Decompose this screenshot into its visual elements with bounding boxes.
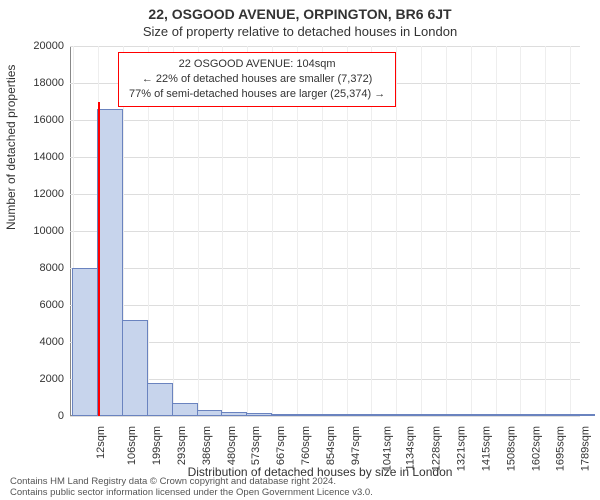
x-tick-label: 293sqm	[176, 426, 188, 465]
histogram-bar	[495, 414, 521, 416]
x-tick-label: 1228sqm	[430, 426, 442, 471]
footer-line-2: Contains public sector information licen…	[10, 488, 373, 498]
gridline-v	[396, 46, 397, 416]
x-tick-label: 386sqm	[201, 426, 213, 465]
y-tick-label: 16000	[16, 114, 64, 126]
y-tick-label: 4000	[16, 336, 64, 348]
histogram-bar	[122, 320, 148, 416]
x-tick-label: 1041sqm	[381, 426, 393, 471]
gridline-h	[70, 305, 580, 306]
x-tick-label: 1508sqm	[505, 426, 517, 471]
y-tick-label: 14000	[16, 151, 64, 163]
histogram-bar	[296, 414, 322, 416]
x-tick-label: 573sqm	[250, 426, 262, 465]
y-tick-label: 6000	[16, 299, 64, 311]
gridline-h	[70, 231, 580, 232]
gridline-h	[70, 120, 580, 121]
gridline-v	[570, 46, 571, 416]
property-marker-line	[98, 102, 100, 416]
histogram-bar	[445, 414, 471, 416]
callout-line: ← 22% of detached houses are smaller (7,…	[129, 72, 385, 87]
histogram-bar	[72, 268, 98, 416]
x-tick-label: 1789sqm	[579, 426, 591, 471]
y-tick-label: 20000	[16, 40, 64, 52]
histogram-bar	[246, 413, 272, 416]
histogram-bar	[221, 412, 247, 416]
page-title: 22, OSGOOD AVENUE, ORPINGTON, BR6 6JT	[0, 6, 600, 22]
histogram-bar	[197, 410, 223, 416]
histogram-bar	[544, 414, 570, 416]
x-tick-label: 667sqm	[275, 426, 287, 465]
x-tick-label: 1415sqm	[480, 426, 492, 471]
y-tick-label: 0	[16, 410, 64, 422]
histogram-bar	[172, 403, 198, 416]
gridline-h	[70, 157, 580, 158]
x-tick-label: 106sqm	[126, 426, 138, 465]
histogram-bar	[395, 414, 421, 416]
gridline-v	[446, 46, 447, 416]
x-tick-label: 480sqm	[226, 426, 238, 465]
gridline-v	[471, 46, 472, 416]
x-tick-label: 1602sqm	[530, 426, 542, 471]
x-tick-label: 760sqm	[300, 426, 312, 465]
x-tick-label: 947sqm	[350, 426, 362, 465]
gridline-v	[520, 46, 521, 416]
gridline-h	[70, 194, 580, 195]
gridline-v	[421, 46, 422, 416]
x-tick-label: 1695sqm	[555, 426, 567, 471]
page-subtitle: Size of property relative to detached ho…	[0, 24, 600, 39]
x-tick-label: 199sqm	[151, 426, 163, 465]
y-tick-label: 8000	[16, 262, 64, 274]
x-tick-label: 12sqm	[95, 426, 107, 459]
histogram-bar	[147, 383, 173, 416]
x-tick-label: 1321sqm	[455, 426, 467, 471]
histogram-bar	[271, 414, 297, 416]
callout-line: 77% of semi-detached houses are larger (…	[129, 87, 385, 102]
histogram-bar	[420, 414, 446, 416]
gridline-h	[70, 268, 580, 269]
gridline-v	[496, 46, 497, 416]
histogram-bar	[519, 414, 545, 416]
histogram-bar	[569, 414, 595, 416]
histogram-bar	[97, 109, 123, 416]
x-tick-label: 1134sqm	[405, 426, 417, 470]
histogram-bar	[346, 414, 372, 416]
histogram-bar	[470, 414, 496, 416]
y-tick-label: 2000	[16, 373, 64, 385]
histogram-bar	[370, 414, 396, 416]
footer-line-1: Contains HM Land Registry data © Crown c…	[10, 477, 373, 487]
x-tick-label: 854sqm	[325, 426, 337, 465]
chart-root: 22, OSGOOD AVENUE, ORPINGTON, BR6 6JT Si…	[0, 0, 600, 500]
y-tick-label: 10000	[16, 225, 64, 237]
y-tick-label: 12000	[16, 188, 64, 200]
gridline-h	[70, 416, 580, 417]
callout-box: 22 OSGOOD AVENUE: 104sqm← 22% of detache…	[118, 52, 396, 107]
footer-attribution: Contains HM Land Registry data © Crown c…	[10, 477, 373, 498]
gridline-h	[70, 46, 580, 47]
y-tick-label: 18000	[16, 77, 64, 89]
y-axis-label: Number of detached properties	[4, 65, 18, 230]
callout-line: 22 OSGOOD AVENUE: 104sqm	[129, 57, 385, 72]
histogram-bar	[321, 414, 347, 416]
gridline-v	[545, 46, 546, 416]
